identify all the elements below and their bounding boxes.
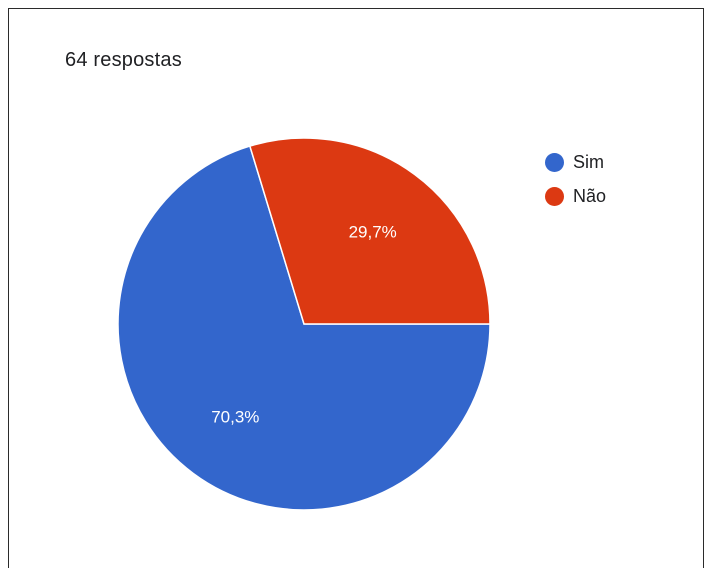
pie-slices <box>117 137 491 511</box>
legend-item-sim[interactable]: Sim <box>545 145 606 179</box>
chart-card: 64 respostas 70,3% 29,7% Sim Não <box>8 8 704 568</box>
slice-sim[interactable] <box>117 145 491 511</box>
slice-label-sim: 70,3% <box>211 408 259 427</box>
pie-slice-labels: 70,3% 29,7% <box>211 222 397 426</box>
response-count: 64 respostas <box>65 49 182 71</box>
legend-label-nao: Não <box>573 185 607 206</box>
legend-item-nao[interactable]: Não <box>545 179 606 213</box>
slice-nao[interactable] <box>248 137 491 325</box>
legend-swatch-nao <box>545 186 564 206</box>
legend-swatch-sim <box>545 152 564 172</box>
slice-label-nao: 29,7% <box>349 222 397 241</box>
pie-chart: 70,3% 29,7% <box>117 137 491 511</box>
legend-label-sim: Sim <box>573 151 604 172</box>
chart-legend: Sim Não <box>545 145 606 213</box>
